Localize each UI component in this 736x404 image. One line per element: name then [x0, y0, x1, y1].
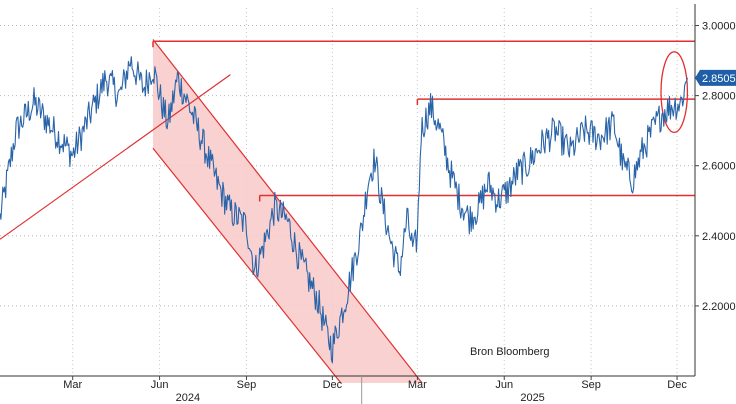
y-tick-label-0: 3.0000: [702, 21, 736, 33]
year-labels: 2024 2025: [176, 392, 545, 404]
x-tick-label-6: Sep: [581, 379, 601, 391]
x-tick-label-7: Dec: [667, 379, 687, 391]
x-tick-label-1: Jun: [151, 379, 169, 391]
axes: [0, 4, 696, 404]
x-tick-label-3: Dec: [323, 379, 343, 391]
y-tick-label-1: 2.8000: [702, 91, 736, 103]
price-series-0: [0, 56, 688, 364]
y-axis-ticks: 3.0000 2.8000 2.6000 2.4000 2.2000: [695, 21, 736, 313]
x-axis-ticks: Mar Jun Sep Dec Mar Jun Sep Dec: [63, 376, 687, 391]
last-value-marker: 2.8505: [695, 69, 736, 86]
last-value-badge: [695, 69, 736, 86]
last-value-label: 2.8505: [702, 73, 736, 85]
highlight-ellipse: [660, 51, 689, 134]
x-tick-label-5: Jun: [495, 379, 513, 391]
channel-lower-line: [152, 147, 342, 384]
y-tick-label-3: 2.4000: [702, 231, 736, 243]
annotation-overlays: [0, 39, 695, 384]
x-tick-label-0: Mar: [63, 379, 82, 391]
series-layer: [0, 56, 688, 364]
y-tick-label-2: 2.6000: [702, 161, 736, 173]
y-tick-label-4: 2.2000: [702, 301, 736, 313]
x-tick-label-2: Sep: [237, 379, 257, 391]
uptrend-line: [0, 74, 231, 240]
year-label-0: 2024: [176, 392, 200, 404]
channel-upper-line: [152, 39, 423, 384]
x-tick-label-4: Mar: [408, 379, 427, 391]
year-label-1: 2025: [520, 392, 544, 404]
source-annotation: Bron Bloomberg: [470, 346, 550, 358]
